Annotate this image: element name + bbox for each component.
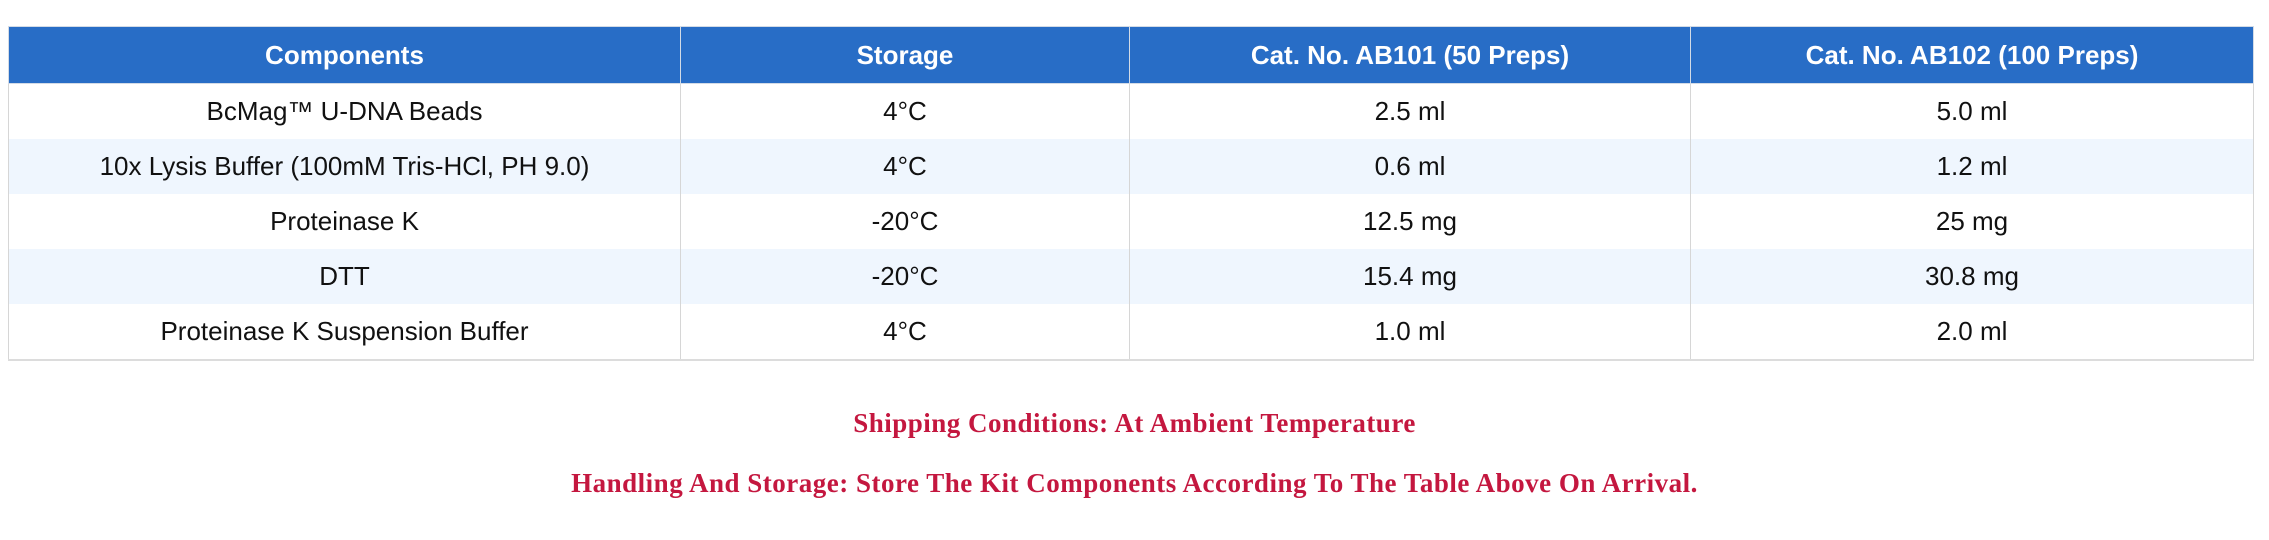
cell-ab101: 0.6 ml <box>1129 139 1691 194</box>
table-row: Proteinase K Suspension Buffer 4°C 1.0 ml 2… <box>8 304 2254 361</box>
cell-ab102: 1.2 ml <box>1690 139 2254 194</box>
cell-storage: 4°C <box>680 139 1130 194</box>
table-row: DTT -20°C 15.4 mg 30.8 mg <box>8 249 2254 304</box>
cell-storage: -20°C <box>680 194 1130 249</box>
cell-component: 10x Lysis Buffer (100mM Tris-HCl, PH 9.0… <box>8 139 681 194</box>
cell-component: DTT <box>8 249 681 304</box>
shipping-conditions: Shipping Conditions: At Ambient Temperat… <box>853 408 1416 438</box>
cell-ab102: 30.8 mg <box>1690 249 2254 304</box>
table-row: Proteinase K -20°C 12.5 mg 25 mg <box>8 194 2254 249</box>
table-row: BcMag™ U-DNA Beads 4°C 2.5 ml 5.0 ml <box>8 83 2254 139</box>
header-storage: Storage <box>680 26 1130 84</box>
cell-component: Proteinase K <box>8 194 681 249</box>
cell-storage: -20°C <box>680 249 1130 304</box>
cell-storage: 4°C <box>680 83 1130 139</box>
header-ab101: Cat. No. AB101 (50 Preps) <box>1129 26 1691 84</box>
table-header-row: Components Storage Cat. No. AB101 (50 Pr… <box>8 26 2254 84</box>
cell-ab102: 5.0 ml <box>1690 83 2254 139</box>
cell-component: BcMag™ U-DNA Beads <box>8 83 681 139</box>
table-row: 10x Lysis Buffer (100mM Tris-HCl, PH 9.0… <box>8 139 2254 194</box>
header-ab102: Cat. No. AB102 (100 Preps) <box>1690 26 2254 84</box>
header-components: Components <box>8 26 681 84</box>
cell-component: Proteinase K Suspension Buffer <box>8 304 681 361</box>
components-table: Components Storage Cat. No. AB101 (50 Pr… <box>8 26 2254 361</box>
cell-ab102: 25 mg <box>1690 194 2254 249</box>
cell-ab101: 1.0 ml <box>1129 304 1691 361</box>
cell-storage: 4°C <box>680 304 1130 361</box>
cell-ab102: 2.0 ml <box>1690 304 2254 361</box>
handling-storage: Handling And Storage: Store The Kit Comp… <box>571 468 1698 498</box>
cell-ab101: 12.5 mg <box>1129 194 1691 249</box>
cell-ab101: 2.5 ml <box>1129 83 1691 139</box>
cell-ab101: 15.4 mg <box>1129 249 1691 304</box>
